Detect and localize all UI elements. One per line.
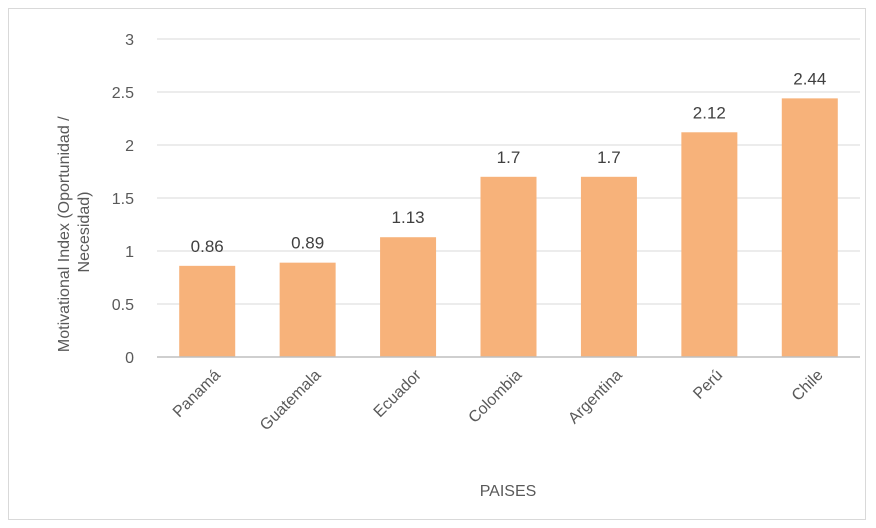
data-label: 1.7 (597, 148, 621, 167)
y-axis-title-line-1: Motivational Index (Oportunidad / (56, 116, 73, 352)
gridlines (157, 38, 860, 305)
bar (480, 176, 537, 357)
x-tick-label: Perú (690, 367, 726, 403)
x-tick-label: Colombia (466, 367, 526, 427)
y-tick-label: 1.5 (112, 191, 134, 208)
bar (380, 237, 437, 357)
y-axis-title-line-2: Necesidad) (76, 192, 93, 273)
data-label: 0.86 (191, 237, 224, 256)
bar (179, 265, 236, 357)
y-tick-label: 0 (125, 350, 134, 367)
y-tick-label: 0.5 (112, 297, 134, 314)
bar (681, 132, 738, 357)
data-label: 1.7 (497, 148, 521, 167)
bar (279, 262, 336, 357)
x-tick-label: Argentina (565, 367, 626, 428)
bar (580, 176, 637, 357)
x-tick-label: Panamá (170, 367, 224, 421)
x-tick-label: Chile (789, 367, 827, 405)
bars (179, 98, 838, 358)
x-tick-labels: Panamá Guatemala Ecuador Colombia Argentina P… (170, 366, 827, 434)
y-tick-labels: 0 0.5 1 1.5 2 2.5 3 (112, 32, 134, 367)
y-tick-label: 1 (125, 244, 134, 261)
y-tick-label: 2 (125, 138, 134, 155)
x-tick-label: Ecuador (371, 366, 426, 421)
data-labels: 0.86 0.89 1.13 1.7 1.7 2.12 2.44 (191, 69, 827, 255)
data-label: 2.44 (793, 69, 826, 88)
y-tick-label: 3 (125, 32, 134, 49)
data-label: 2.12 (693, 103, 726, 122)
bar (781, 98, 838, 358)
data-label: 0.89 (291, 234, 324, 253)
y-axis-title: Motivational Index (Oportunidad / Necesi… (56, 112, 93, 352)
x-tick-label: Guatemala (257, 367, 324, 434)
data-label: 1.13 (392, 208, 425, 227)
x-axis-title: PAISES (480, 483, 537, 500)
y-tick-label: 2.5 (112, 85, 134, 102)
